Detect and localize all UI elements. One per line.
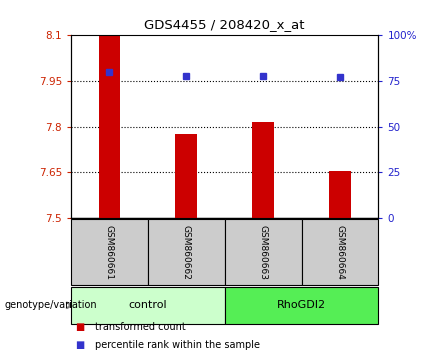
Text: control: control xyxy=(129,300,167,310)
Text: transformed count: transformed count xyxy=(95,322,185,332)
Text: GSM860661: GSM860661 xyxy=(105,225,114,280)
Text: genotype/variation: genotype/variation xyxy=(4,300,97,310)
Text: GSM860664: GSM860664 xyxy=(335,225,344,280)
Text: ■: ■ xyxy=(75,322,85,332)
Text: ■: ■ xyxy=(75,340,85,350)
Text: RhoGDI2: RhoGDI2 xyxy=(277,300,326,310)
Bar xyxy=(175,134,197,218)
Bar xyxy=(329,171,351,218)
Bar xyxy=(252,122,274,218)
Title: GDS4455 / 208420_x_at: GDS4455 / 208420_x_at xyxy=(144,18,305,32)
Bar xyxy=(98,35,120,218)
Text: GSM860662: GSM860662 xyxy=(182,225,191,280)
Text: GSM860663: GSM860663 xyxy=(258,225,267,280)
Text: percentile rank within the sample: percentile rank within the sample xyxy=(95,340,260,350)
